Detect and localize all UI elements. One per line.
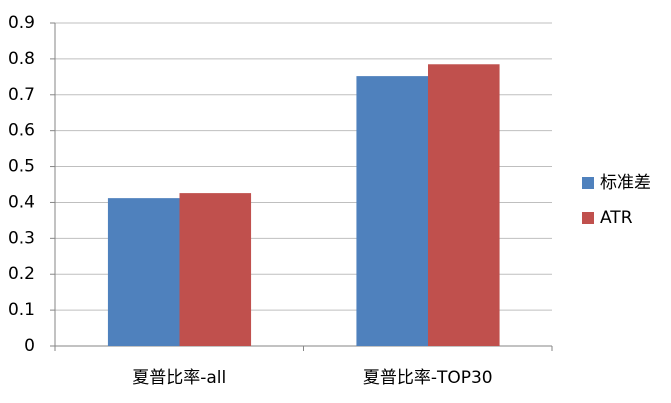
bar (107, 198, 180, 346)
y-tick-label: 0.3 (8, 228, 35, 248)
legend-label: 标准差 (600, 173, 651, 193)
legend-swatch (582, 177, 594, 189)
y-tick-label: 0.6 (8, 121, 35, 141)
y-tick-label: 0.9 (8, 13, 35, 33)
y-tick-label: 0 (24, 336, 35, 356)
y-tick-label: 0.8 (8, 49, 35, 69)
x-tick-label: 夏普比率-all (132, 368, 226, 388)
x-tick-label: 夏普比率-TOP30 (363, 368, 493, 388)
y-tick-label: 0.4 (8, 192, 35, 212)
legend-label: ATR (600, 208, 633, 228)
y-tick-label: 0.7 (8, 85, 35, 105)
y-tick-label: 0.5 (8, 157, 35, 177)
bar (356, 76, 428, 347)
y-tick-label: 0.2 (8, 264, 35, 284)
legend-swatch (582, 212, 594, 224)
bar (427, 64, 500, 347)
bar (179, 193, 252, 346)
y-tick-label: 0.1 (8, 300, 35, 320)
